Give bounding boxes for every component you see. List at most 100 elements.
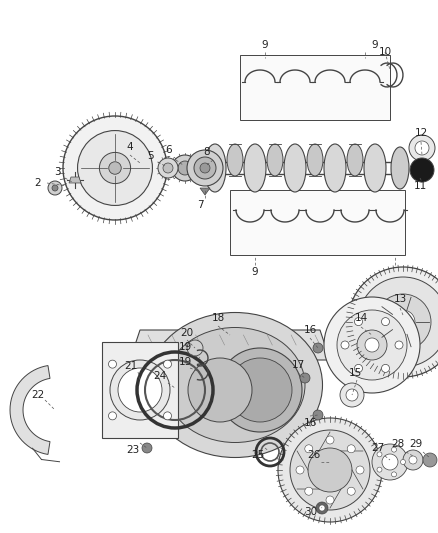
Circle shape (381, 365, 389, 373)
Text: 14: 14 (354, 313, 367, 323)
Circle shape (324, 297, 420, 393)
Circle shape (63, 116, 167, 220)
Circle shape (423, 453, 437, 467)
Circle shape (78, 131, 152, 205)
Text: 4: 4 (127, 142, 133, 152)
Text: 19: 19 (178, 357, 192, 367)
Text: 16: 16 (304, 325, 317, 335)
Text: 26: 26 (307, 450, 321, 460)
Circle shape (278, 418, 382, 522)
Circle shape (403, 450, 423, 470)
Circle shape (218, 348, 302, 432)
Ellipse shape (391, 147, 409, 189)
Circle shape (228, 358, 292, 422)
Circle shape (410, 158, 434, 182)
Circle shape (163, 412, 172, 420)
Circle shape (163, 360, 172, 368)
Circle shape (395, 341, 403, 349)
Text: 15: 15 (348, 368, 362, 378)
Circle shape (372, 444, 408, 480)
Polygon shape (200, 188, 210, 195)
Circle shape (365, 338, 379, 352)
Circle shape (347, 487, 355, 495)
Text: 3: 3 (54, 167, 60, 177)
Circle shape (356, 466, 364, 474)
Text: 6: 6 (166, 145, 172, 155)
Text: 28: 28 (392, 439, 405, 449)
Text: 17: 17 (291, 360, 304, 370)
Text: 12: 12 (414, 128, 427, 138)
Circle shape (118, 368, 162, 412)
Text: 20: 20 (180, 328, 194, 338)
Text: 9: 9 (261, 40, 268, 50)
Circle shape (158, 158, 178, 178)
Circle shape (52, 185, 58, 191)
Text: 10: 10 (378, 47, 392, 57)
Circle shape (341, 341, 349, 349)
Text: 25: 25 (251, 450, 265, 460)
Bar (230, 190, 405, 255)
Text: 9: 9 (372, 40, 378, 50)
Ellipse shape (324, 144, 346, 192)
Text: 29: 29 (410, 439, 423, 449)
Ellipse shape (364, 144, 386, 192)
Circle shape (109, 412, 117, 420)
Ellipse shape (267, 144, 283, 176)
Ellipse shape (307, 144, 323, 176)
Circle shape (48, 181, 62, 195)
Text: 9: 9 (252, 267, 258, 277)
Circle shape (415, 141, 429, 155)
Polygon shape (10, 366, 50, 455)
Circle shape (300, 373, 310, 383)
Text: 2: 2 (35, 178, 41, 188)
Text: 19: 19 (178, 342, 192, 352)
Circle shape (409, 456, 417, 464)
Ellipse shape (148, 312, 322, 457)
Circle shape (358, 277, 438, 367)
Circle shape (290, 430, 370, 510)
Circle shape (348, 267, 438, 377)
Bar (102, 342, 178, 438)
Circle shape (109, 360, 117, 368)
Circle shape (377, 467, 382, 472)
Ellipse shape (284, 144, 306, 192)
Circle shape (381, 318, 389, 326)
Ellipse shape (204, 144, 226, 192)
Text: 11: 11 (413, 181, 427, 191)
Circle shape (409, 135, 435, 161)
Circle shape (357, 330, 387, 360)
Circle shape (326, 496, 334, 504)
Circle shape (354, 365, 363, 373)
Text: 23: 23 (127, 445, 140, 455)
Polygon shape (130, 330, 330, 360)
Text: 27: 27 (371, 443, 385, 453)
Circle shape (308, 448, 352, 492)
Circle shape (305, 487, 313, 495)
Circle shape (316, 502, 328, 514)
Ellipse shape (347, 144, 363, 176)
Text: 18: 18 (212, 313, 225, 323)
Text: 8: 8 (204, 147, 210, 157)
Circle shape (110, 360, 170, 420)
Circle shape (296, 466, 304, 474)
Circle shape (178, 161, 192, 175)
Circle shape (392, 472, 396, 477)
Text: 7: 7 (197, 200, 203, 210)
Polygon shape (69, 177, 81, 183)
Circle shape (354, 318, 363, 326)
Text: 16: 16 (304, 418, 317, 428)
Circle shape (391, 310, 415, 334)
Circle shape (109, 161, 121, 174)
Bar (240, 55, 390, 120)
Circle shape (382, 454, 398, 470)
Circle shape (337, 310, 407, 380)
Circle shape (400, 459, 406, 464)
Ellipse shape (165, 327, 305, 442)
Circle shape (163, 163, 173, 173)
Circle shape (346, 389, 358, 401)
Text: 13: 13 (393, 294, 406, 304)
Circle shape (142, 443, 152, 453)
Text: 5: 5 (148, 151, 154, 161)
Text: 22: 22 (32, 390, 45, 400)
Circle shape (313, 410, 323, 420)
